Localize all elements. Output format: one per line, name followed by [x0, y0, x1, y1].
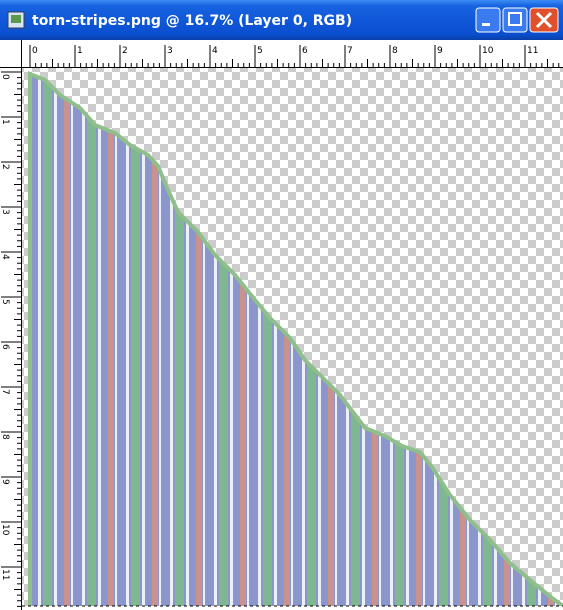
top-ruler-label: 9	[437, 46, 443, 56]
left-ruler-label: 7	[0, 389, 10, 395]
top-ruler-label: 5	[257, 46, 263, 56]
title-bar[interactable]	[0, 0, 563, 40]
top-ruler-label: 1	[77, 46, 83, 56]
left-ruler-label: 1	[0, 119, 10, 125]
striped-layer	[28, 71, 563, 606]
left-ruler-label: 9	[0, 479, 10, 485]
top-ruler-label: 8	[392, 46, 398, 56]
left-ruler-label: 3	[0, 209, 10, 215]
top-ruler-label: 2	[122, 46, 128, 56]
top-ruler-label: 10	[482, 46, 494, 56]
left-ruler-label: 6	[0, 344, 10, 350]
app-icon	[7, 11, 25, 29]
left-ruler-label: 2	[0, 164, 10, 170]
left-ruler-label: 11	[0, 569, 10, 580]
minimize-button[interactable]	[475, 7, 501, 33]
maximize-button[interactable]	[502, 7, 528, 33]
canvas	[22, 68, 563, 606]
left-ruler-label: 5	[0, 299, 10, 305]
close-button[interactable]	[529, 7, 559, 33]
top-ruler-label: 4	[212, 46, 218, 56]
top-ruler-label: 3	[167, 46, 173, 56]
left-ruler-label: 10	[0, 524, 10, 536]
left-ruler	[0, 68, 22, 610]
window-title: torn-stripes.png @ 16.7% (Layer 0, RGB)	[32, 13, 352, 29]
top-ruler	[0, 40, 563, 68]
left-ruler-label: 8	[0, 434, 10, 440]
top-ruler-label: 11	[527, 46, 538, 56]
top-ruler-label: 7	[347, 46, 353, 56]
top-ruler-label: 0	[32, 46, 38, 56]
left-ruler-label: 4	[0, 254, 10, 260]
left-ruler-label: 0	[0, 74, 10, 80]
top-ruler-label: 6	[302, 46, 308, 56]
